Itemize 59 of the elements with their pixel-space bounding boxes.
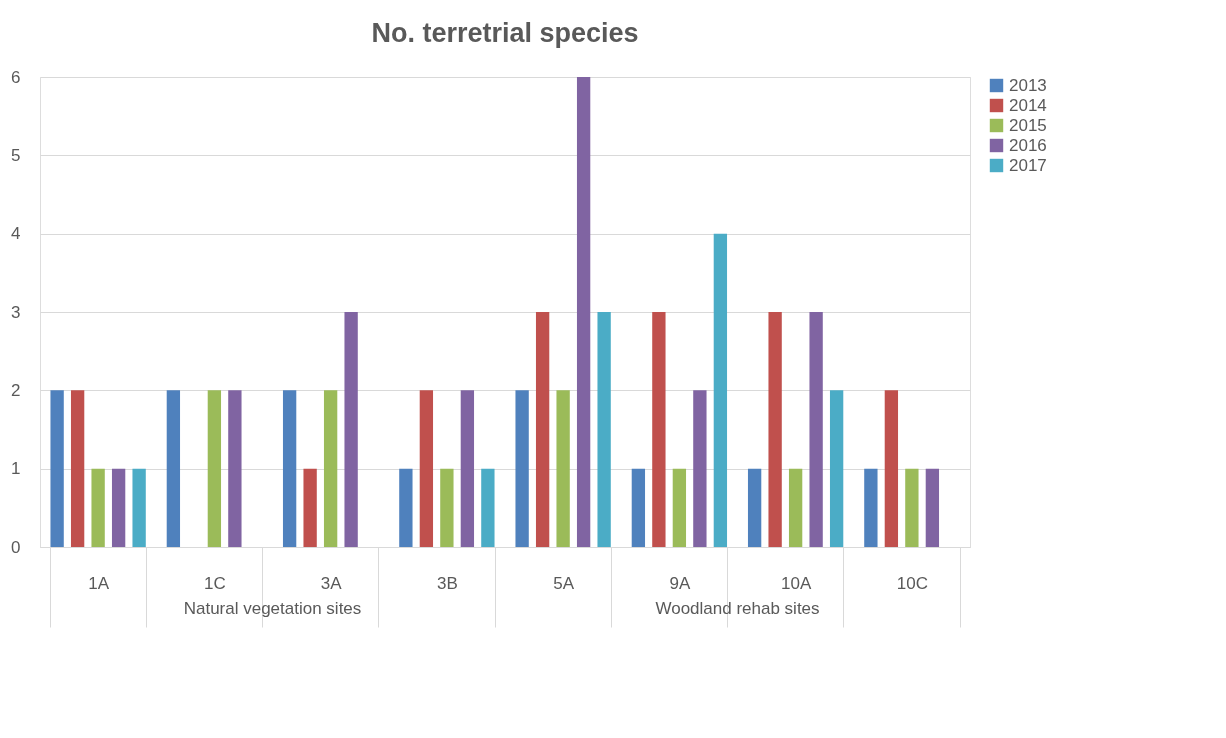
x-tick-label: 5A [553, 573, 575, 593]
legend-label: 2013 [1009, 75, 1047, 95]
x-tick-label: 10C [896, 573, 928, 593]
bar [884, 390, 899, 547]
x-tick-label: 9A [669, 573, 691, 593]
y-tick-label: 4 [11, 224, 21, 244]
bar [460, 390, 475, 547]
legend-label: 2015 [1009, 115, 1047, 135]
bar [303, 468, 317, 547]
y-tick-label: 0 [11, 537, 21, 557]
legend-label: 2016 [1009, 135, 1047, 155]
y-tick-label: 6 [11, 67, 21, 87]
bar [652, 312, 666, 547]
bar [399, 468, 413, 547]
bar [91, 468, 105, 547]
bar [713, 233, 728, 547]
bar [228, 390, 242, 547]
bar [70, 390, 85, 547]
bar [419, 390, 434, 547]
x-tick-label: 1C [204, 573, 226, 593]
bar [440, 468, 454, 547]
bar [597, 312, 611, 547]
bar [111, 468, 126, 547]
text: Natural vegetation sites [183, 599, 362, 618]
bar [672, 468, 687, 547]
bar [829, 390, 844, 547]
bar [925, 468, 940, 547]
bar [166, 390, 181, 547]
bar [481, 468, 495, 547]
bar [864, 468, 878, 547]
bar [50, 390, 64, 547]
bar [693, 390, 707, 547]
bar [809, 312, 823, 547]
chart-title: No. terretrial species [371, 18, 639, 48]
y-tick-label: 2 [11, 380, 21, 400]
bar [515, 390, 529, 547]
bar [344, 312, 358, 547]
bar [768, 312, 782, 547]
bar [132, 468, 146, 547]
bar [207, 390, 222, 547]
y-tick-label: 1 [11, 459, 21, 479]
bar [323, 390, 338, 547]
y-tick-label: 3 [11, 302, 21, 322]
bar [535, 312, 550, 547]
legend-label: 2014 [1009, 95, 1047, 115]
y-tick-label: 5 [11, 145, 21, 165]
bar [282, 390, 297, 547]
x-tick-label: 10A [781, 573, 812, 593]
bar [631, 468, 646, 547]
legend-label: 2017 [1009, 155, 1047, 175]
text: Woodland rehab sites [655, 599, 820, 618]
x-tick-label: 3B [436, 573, 458, 593]
x-tick-label: 3A [320, 573, 343, 593]
bar [905, 468, 919, 547]
bar [788, 468, 803, 547]
bar [747, 468, 762, 547]
x-tick-label: 1A [88, 573, 110, 593]
bar [576, 77, 591, 547]
bar [556, 390, 570, 547]
